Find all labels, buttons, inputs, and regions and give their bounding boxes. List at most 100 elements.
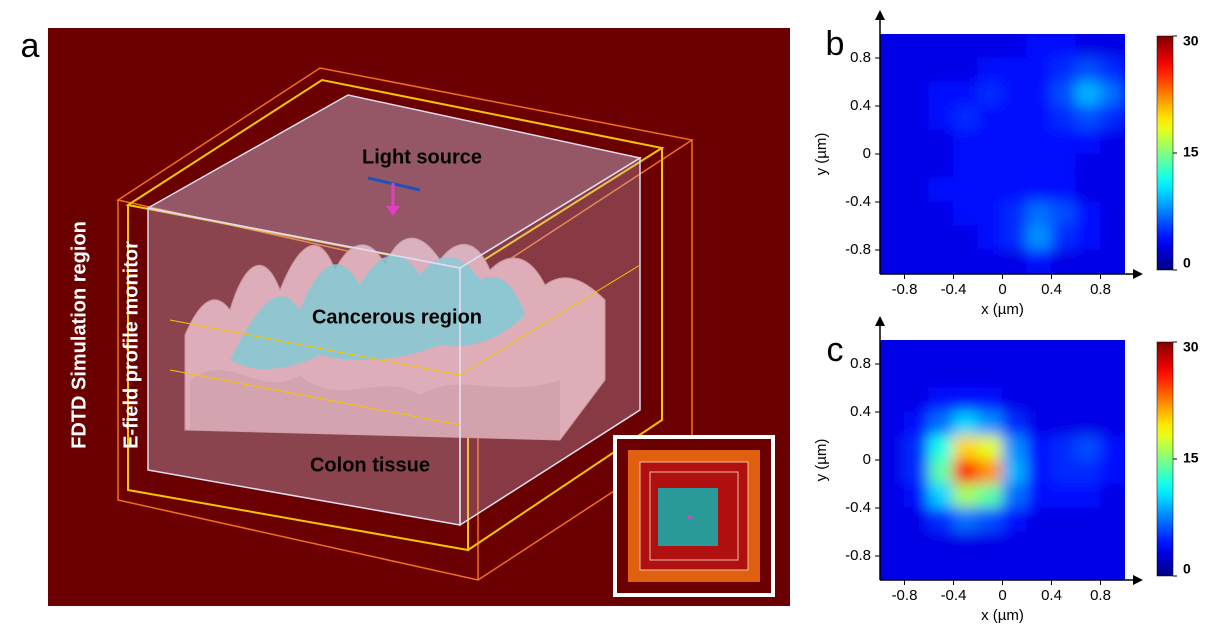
colorbar-tick-label: 0	[1183, 561, 1191, 577]
y-tick-label: -0.8	[845, 241, 871, 258]
heatmap-cell	[904, 340, 930, 365]
heatmap-cell	[1051, 556, 1077, 581]
heatmap-cell	[904, 202, 930, 227]
heatmap-cell	[929, 340, 955, 365]
heatmap-cell	[904, 412, 930, 437]
heatmap-cell	[880, 82, 906, 107]
heatmap-cell	[978, 202, 1004, 227]
y-tick-label: -0.4	[845, 499, 871, 516]
heatmap-cell	[1076, 436, 1102, 461]
heatmap-cell	[1100, 130, 1126, 155]
heatmap-cell	[929, 202, 955, 227]
heatmap-cell	[1076, 250, 1102, 275]
heatmap-cell	[1076, 130, 1102, 155]
heatmap-cell	[978, 154, 1004, 179]
heatmap-cell	[929, 178, 955, 203]
colorbar-tick-label: 30	[1183, 339, 1199, 355]
heatmap-cell	[1027, 532, 1053, 557]
heatmap-cell	[1076, 460, 1102, 485]
heatmap-cell	[1002, 532, 1028, 557]
heatmap-cell	[880, 340, 906, 365]
y-tick-label: 0.8	[850, 49, 871, 66]
heatmap-cell	[953, 250, 979, 275]
y-tick-label: 0.4	[850, 403, 871, 420]
panel-a-render: a Light source Cancerous region Colon ti…	[21, 27, 790, 606]
colorbar	[1157, 342, 1173, 576]
heatmap-cell	[1027, 58, 1053, 83]
annotation: Light source	[362, 146, 482, 168]
heatmap-cell	[1076, 412, 1102, 437]
y-tick-label: 0.8	[850, 355, 871, 372]
heatmap-cell	[880, 532, 906, 557]
axis-arrow	[875, 316, 885, 326]
y-tick-label: 0	[863, 145, 871, 162]
x-tick-label: 0	[998, 281, 1006, 298]
heatmap-cell	[1100, 364, 1126, 389]
heatmap-cell	[1076, 388, 1102, 413]
heatmap-cell	[1002, 364, 1028, 389]
annotation: Colon tissue	[310, 454, 430, 476]
heatmap-cell	[1076, 556, 1102, 581]
panel-label: b	[826, 25, 845, 63]
heatmap-cell	[1051, 58, 1077, 83]
heatmap-cell	[1027, 34, 1053, 59]
heatmap-cell	[953, 460, 979, 485]
heatmap-cell	[978, 364, 1004, 389]
heatmap-cell	[1076, 58, 1102, 83]
heatmap-cell	[1051, 178, 1077, 203]
heatmap-cell	[953, 436, 979, 461]
heatmap-cell	[880, 106, 906, 131]
page: a Light source Cancerous region Colon ti…	[0, 0, 1210, 633]
heatmap-cell	[904, 508, 930, 533]
heatmap-cell	[1051, 226, 1077, 251]
heatmap-cell	[929, 484, 955, 509]
heatmap-cell	[978, 130, 1004, 155]
heatmap-cell	[1100, 340, 1126, 365]
panel-label: a	[21, 27, 40, 65]
heatmap-cell	[904, 34, 930, 59]
heatmap-cell	[1027, 388, 1053, 413]
axis-arrow	[1133, 269, 1143, 279]
heatmap-cell	[1100, 106, 1126, 131]
y-tick-label: -0.8	[845, 547, 871, 564]
heatmap-cell	[1027, 250, 1053, 275]
heatmap-cell	[978, 82, 1004, 107]
heatmap-cell	[953, 226, 979, 251]
heatmap-cell	[978, 106, 1004, 131]
panel-label: c	[827, 331, 844, 369]
heatmap-cell	[1100, 202, 1126, 227]
heatmap-cell	[1002, 34, 1028, 59]
heatmap-cell	[1051, 82, 1077, 107]
heatmap-cell	[1100, 532, 1126, 557]
x-tick-label: -0.4	[941, 281, 967, 298]
heatmap-cell	[1100, 82, 1126, 107]
heatmap-cell	[978, 460, 1004, 485]
heatmap-cell	[978, 532, 1004, 557]
heatmap-cell	[978, 250, 1004, 275]
heatmap-cell	[1076, 154, 1102, 179]
heatmap-cell	[929, 388, 955, 413]
heatmap-cell	[1051, 250, 1077, 275]
heatmap-cell	[1051, 202, 1077, 227]
colorbar-tick-label: 15	[1183, 144, 1199, 160]
heatmap-cell	[1027, 82, 1053, 107]
heatmap-cell	[1100, 226, 1126, 251]
axis-arrow	[1133, 575, 1143, 585]
heatmap-cell	[880, 178, 906, 203]
heatmap-cell	[1051, 484, 1077, 509]
heatmap-cell	[904, 484, 930, 509]
heatmap-cell	[953, 106, 979, 131]
y-tick-label: 0.4	[850, 97, 871, 114]
x-axis-label: x (µm)	[981, 301, 1024, 318]
heatmap-cell	[880, 412, 906, 437]
heatmap-cell	[953, 34, 979, 59]
heatmap-cell	[929, 58, 955, 83]
heatmap-cell	[953, 532, 979, 557]
heatmap-cell	[904, 154, 930, 179]
heatmap-cell	[904, 106, 930, 131]
heatmap-cell	[1027, 364, 1053, 389]
heatmap-cell	[880, 508, 906, 533]
heatmap-cell	[953, 178, 979, 203]
heatmap-cell	[904, 58, 930, 83]
heatmap-cell	[953, 412, 979, 437]
